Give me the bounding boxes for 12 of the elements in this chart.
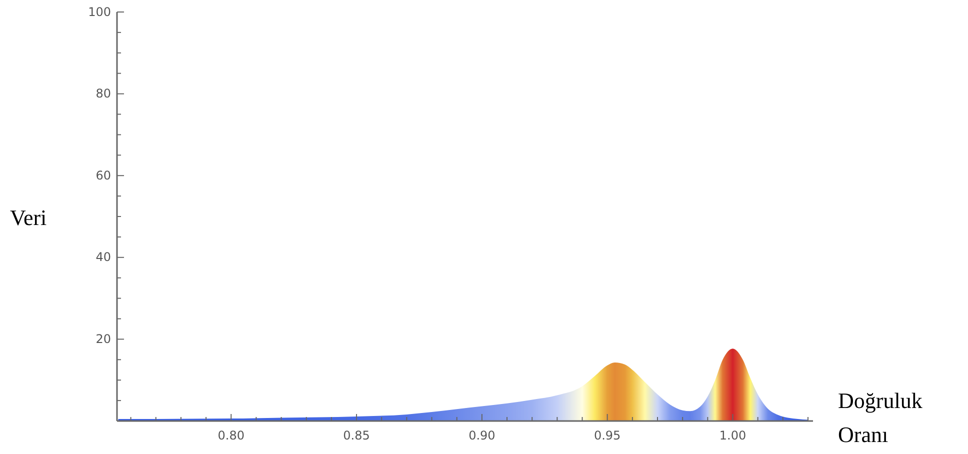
y-tick-label: 20 — [96, 332, 111, 346]
x-tick-label: 0.85 — [343, 428, 370, 443]
x-tick-label: 0.95 — [594, 428, 621, 443]
y-tick-label: 80 — [96, 86, 111, 101]
y-axis-title: Veri — [10, 205, 47, 230]
x-tick-label: 0.90 — [468, 428, 496, 443]
y-tick-label: 40 — [96, 250, 111, 264]
x-axis-title: Doğruluk Oranı — [838, 388, 922, 447]
y-tick-label: 100 — [88, 4, 111, 19]
x-tick-label: 1.00 — [719, 428, 746, 443]
x-tick-label: 0.80 — [218, 428, 244, 443]
y-tick-label: 60 — [96, 168, 111, 182]
